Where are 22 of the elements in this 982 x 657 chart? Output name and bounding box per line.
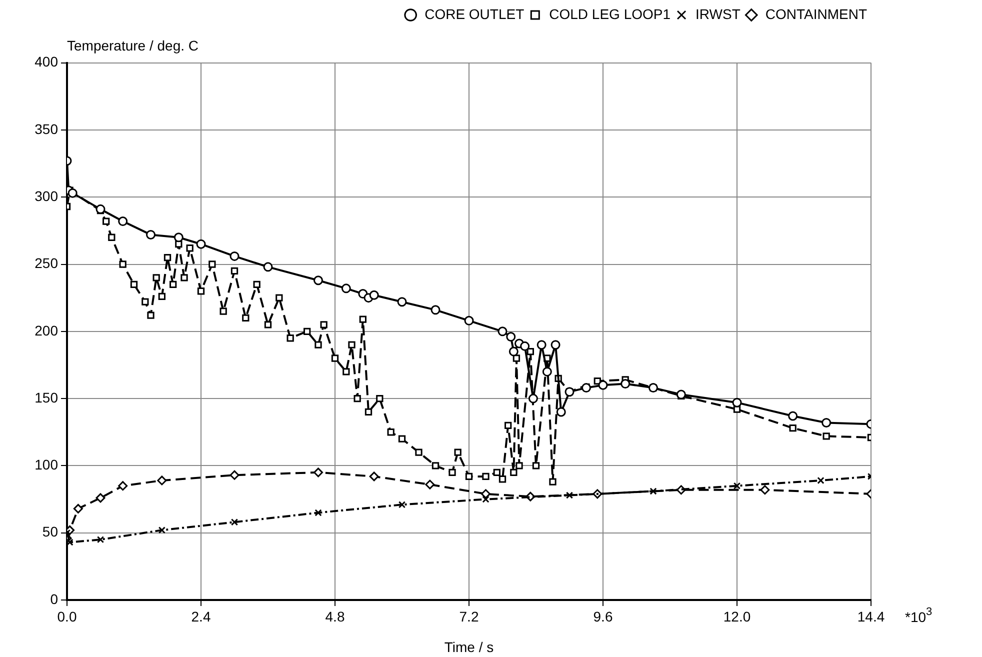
x-tick-label: 2.4 [191, 608, 211, 624]
y-tick-label: 150 [34, 389, 58, 406]
y-tick-label: 200 [34, 322, 58, 338]
x-tick-label: 12.0 [723, 608, 751, 624]
y-axis-title: Temperature / deg. C [67, 37, 199, 54]
legend-label: CONTAINMENT [765, 6, 868, 22]
x-axis-title: Time / s [444, 639, 494, 655]
y-tick-label: 300 [34, 188, 58, 204]
y-tick-label: 50 [42, 524, 58, 540]
x-tick-label: 14.4 [857, 608, 885, 624]
y-tick-label: 100 [34, 456, 58, 473]
x-tick-label: 0.0 [57, 608, 77, 624]
legend-label: COLD LEG LOOP1 [549, 6, 671, 22]
y-tick-label: 350 [34, 120, 58, 137]
y-tick-label: 250 [34, 255, 58, 272]
x-tick-label: 9.6 [593, 608, 613, 624]
y-tick-label: 0 [50, 590, 58, 607]
y-tick-label: 400 [34, 54, 58, 70]
x-tick-label: 7.2 [459, 608, 479, 624]
legend-label: IRWST [696, 6, 741, 22]
x-tick-label: 4.8 [325, 608, 345, 624]
legend-label: CORE OUTLET [424, 6, 525, 22]
